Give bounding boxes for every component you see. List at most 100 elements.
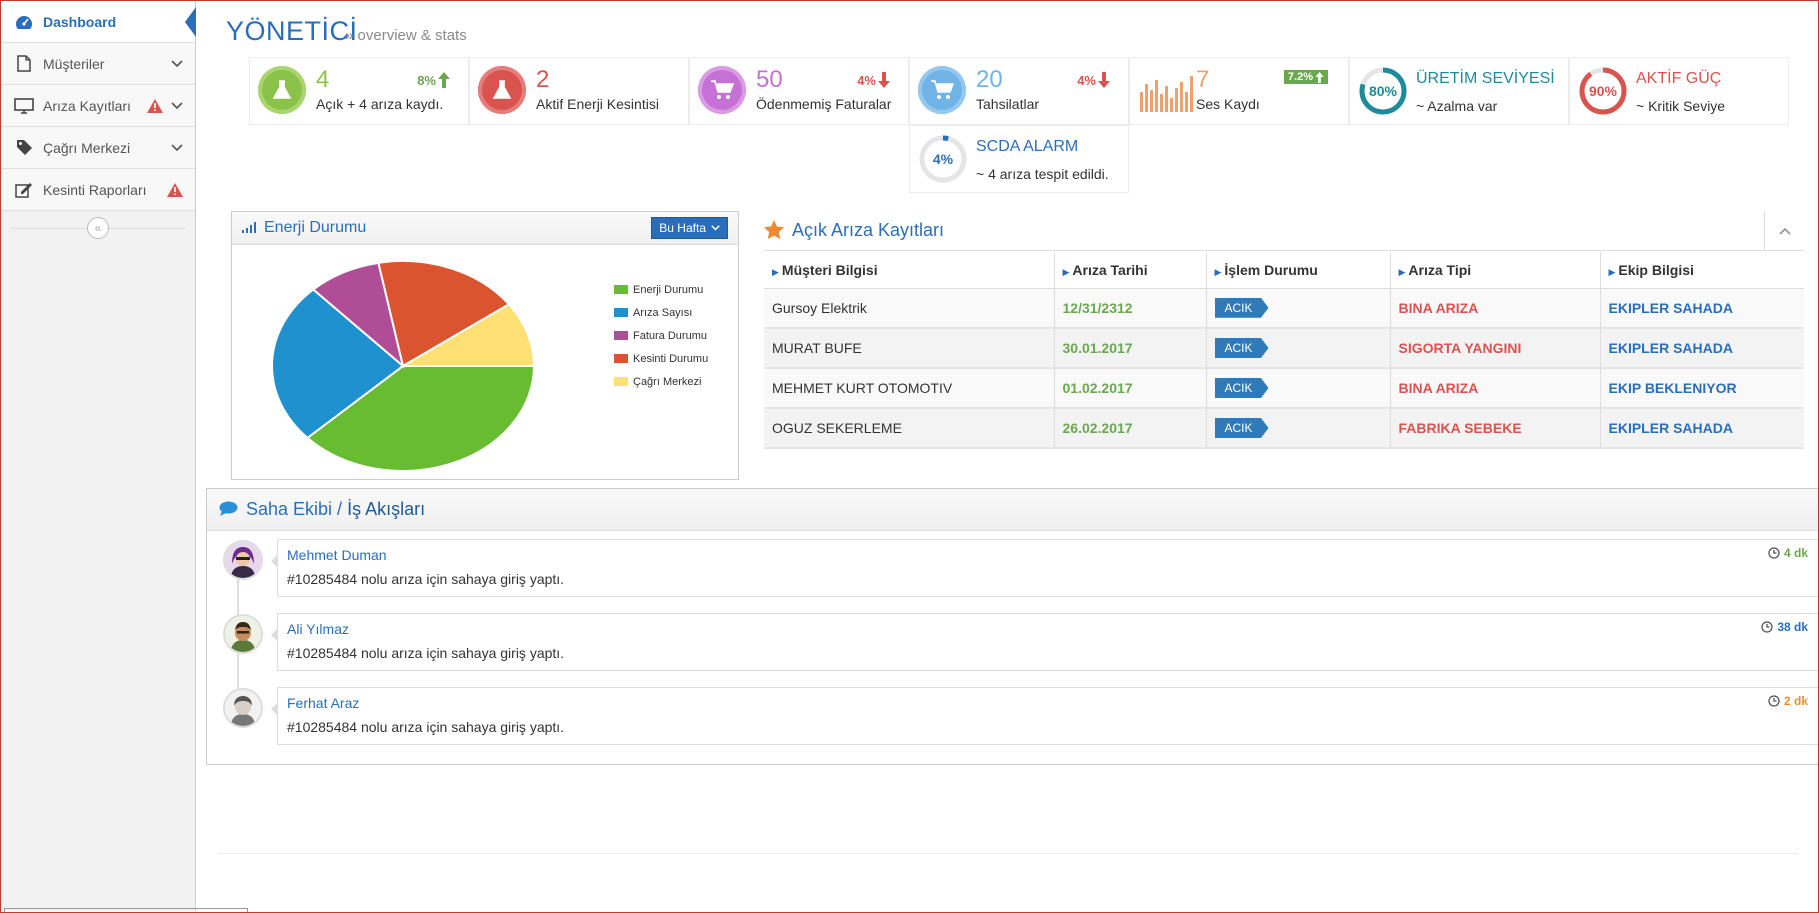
- status-badge: ACIK: [1214, 297, 1269, 318]
- timeline-card: Mehmet Duman #10285484 nolu arıza için s…: [271, 539, 1819, 597]
- table-row[interactable]: OGUZ SEKERLEME 26.02.2017 ACIK FABRIKA S…: [764, 408, 1804, 449]
- page-title: YÖNETİCİ: [226, 16, 358, 46]
- signal-icon: [242, 220, 258, 236]
- table-row[interactable]: Gursoy Elektrik 12/31/2312 ACIK BINA ARI…: [764, 288, 1804, 329]
- energy-panel-title: Enerji Durumu: [264, 219, 367, 236]
- legend-label: Çağrı Merkezi: [633, 375, 702, 388]
- tag-icon: [13, 139, 35, 157]
- stat-label: Ödenmemiş Faturalar: [756, 96, 892, 112]
- faults-panel-title: Açık Arıza Kayıtları: [792, 220, 945, 240]
- timeline-header: Saha Ekibi / İş Akışları: [207, 489, 1819, 531]
- sidebar-item-label: Müşteriler: [43, 55, 105, 72]
- legend-item[interactable]: Çağrı Merkezi: [614, 370, 708, 393]
- stat-production-level: 80% ÜRETİM SEVİYESİ ~ Azalma var: [1349, 57, 1569, 125]
- stat-title: ÜRETİM SEVİYESİ: [1416, 70, 1555, 87]
- sidebar-item-label: Kesinti Raporları: [43, 181, 147, 198]
- column-header[interactable]: ▶ Arıza Tarihi: [1054, 252, 1207, 289]
- user-name-link[interactable]: Mehmet Duman: [287, 547, 387, 563]
- arrow-up-icon: [438, 72, 450, 88]
- progress-ring: [1359, 67, 1407, 115]
- cell-date: 26.02.2017: [1054, 408, 1207, 449]
- stat-voice-records: 7 Ses Kaydı 7.2%: [1129, 57, 1349, 125]
- period-dropdown-label: Bu Hafta: [659, 221, 706, 235]
- legend-item[interactable]: Enerji Durumu: [614, 278, 708, 301]
- legend-label: Kesinti Durumu: [633, 352, 709, 365]
- warning-icon: [167, 182, 183, 197]
- cell-type: FABRIKA SEBEKE: [1390, 408, 1601, 449]
- stat-change-badge: 7.2%: [1283, 70, 1328, 84]
- column-header[interactable]: ▶ Ekip Bilgisi: [1600, 252, 1804, 289]
- period-dropdown-button[interactable]: Bu Hafta: [651, 217, 728, 239]
- desktop-icon: [13, 97, 35, 115]
- table-row[interactable]: MEHMET KURT OTOMOTIV 01.02.2017 ACIK BIN…: [764, 368, 1804, 409]
- energy-pie-chart: [272, 260, 536, 472]
- status-badge: ACIK: [1214, 378, 1269, 398]
- legend-item[interactable]: Kesinti Durumu: [614, 347, 708, 370]
- legend-swatch: [614, 331, 628, 340]
- status-badge: ACIK: [1214, 418, 1269, 438]
- timeline-item: Ferhat Araz #10285484 nolu arıza için sa…: [217, 687, 1819, 747]
- legend-item[interactable]: Fatura Durumu: [614, 324, 708, 347]
- collapse-faults-button[interactable]: [1764, 211, 1804, 251]
- chevron-up-icon: [1778, 227, 1791, 235]
- sidebar-item-dashboard[interactable]: Dashboard: [1, 1, 196, 43]
- stat-open-faults: 4 Açık + 4 arıza kaydı. 8%: [249, 57, 469, 125]
- cell-date: 12/31/2312: [1054, 288, 1207, 329]
- collapse-sidebar-button[interactable]: «: [87, 217, 109, 239]
- double-chevron-left-icon: «: [94, 221, 102, 235]
- sidebar-item-cagri-merkezi[interactable]: Çağrı Merkezi: [1, 127, 195, 169]
- sidebar-item-label: Dashboard: [43, 13, 117, 30]
- arrow-up-icon: [1315, 71, 1324, 83]
- energy-panel: Enerji Durumu Bu Hafta Enerji Durumu Arız…: [231, 211, 739, 480]
- stat-value: 20: [976, 66, 1003, 93]
- timeline-item: Ali Yılmaz #10285484 nolu arıza için sah…: [217, 613, 1819, 673]
- stat-change: 4%: [857, 72, 890, 88]
- pie-slice-4[interactable]: [399, 303, 536, 367]
- avatar[interactable]: [223, 540, 263, 580]
- chevron-down-icon: [711, 225, 720, 231]
- energy-legend: Enerji Durumu Arıza Sayısı Fatura Durumu Ke…: [614, 278, 708, 393]
- sidebar: Dashboard Müşteriler Arıza Kayıtları Çağ…: [1, 1, 196, 911]
- page-subtitle: » overview & stats: [345, 27, 467, 44]
- clock-icon: [1768, 695, 1780, 707]
- sidebar-item-kesinti-raporlari[interactable]: Kesinti Raporları: [1, 169, 195, 211]
- pie-slice-3[interactable]: [377, 260, 511, 368]
- pie-slice-0[interactable]: [305, 365, 536, 472]
- flask-icon: [258, 66, 306, 114]
- ring-percent: 90%: [1588, 83, 1618, 99]
- warning-icon: [147, 98, 163, 113]
- stat-active-power: 90% AKTİF GÜÇ ~ Kritik Seviye: [1569, 57, 1789, 125]
- table-row[interactable]: MURAT BUFE 30.01.2017 ACIK SIGORTA YANGI…: [764, 328, 1804, 369]
- stat-label: Ses Kaydı: [1196, 96, 1260, 112]
- legend-swatch: [614, 377, 628, 386]
- stat-value: 4: [316, 66, 330, 93]
- user-name-link[interactable]: Ferhat Araz: [287, 695, 360, 711]
- sidebar-item-musteriler[interactable]: Müşteriler: [1, 43, 195, 85]
- clock-icon: [1768, 547, 1780, 559]
- field-team-timeline: Saha Ekibi / İş Akışları Mehmet Duman #1…: [206, 488, 1819, 765]
- tachometer-icon: [13, 13, 35, 31]
- cell-status: ACIK: [1206, 288, 1391, 329]
- avatar[interactable]: [223, 688, 263, 728]
- sidebar-item-ariza-kayitlari[interactable]: Arıza Kayıtları: [1, 85, 195, 127]
- star-icon: [764, 219, 784, 242]
- stat-subtitle: ~ Kritik Seviye: [1636, 98, 1726, 114]
- cell-type: SIGORTA YANGINI: [1390, 328, 1601, 369]
- timeline-message: #10285484 nolu arıza için sahaya giriş y…: [287, 571, 565, 587]
- energy-panel-header: Enerji Durumu Bu Hafta: [232, 212, 738, 245]
- stat-title: SCDA ALARM: [976, 138, 1079, 155]
- pie-slice-1[interactable]: [272, 288, 405, 440]
- avatar[interactable]: [223, 614, 263, 654]
- user-name-link[interactable]: Ali Yılmaz: [287, 621, 349, 637]
- stat-unpaid-invoices: 50 Ödenmemiş Faturalar 4%: [689, 57, 909, 125]
- cell-team: EKIPLER SAHADA: [1600, 408, 1804, 449]
- column-header[interactable]: ▶ Arıza Tipi: [1390, 252, 1601, 289]
- column-header[interactable]: ▶ İşlem Durumu: [1206, 252, 1391, 289]
- stat-subtitle: ~ 4 arıza tespit edildi.: [976, 166, 1109, 182]
- column-header[interactable]: ▶ Müşteri Bilgisi: [764, 252, 1055, 289]
- arrow-down-icon: [1098, 72, 1110, 88]
- edit-icon: [13, 181, 35, 199]
- stat-value: 50: [756, 66, 783, 93]
- legend-item[interactable]: Arıza Sayısı: [614, 301, 708, 324]
- sidebar-item-label: Arıza Kayıtları: [43, 97, 131, 114]
